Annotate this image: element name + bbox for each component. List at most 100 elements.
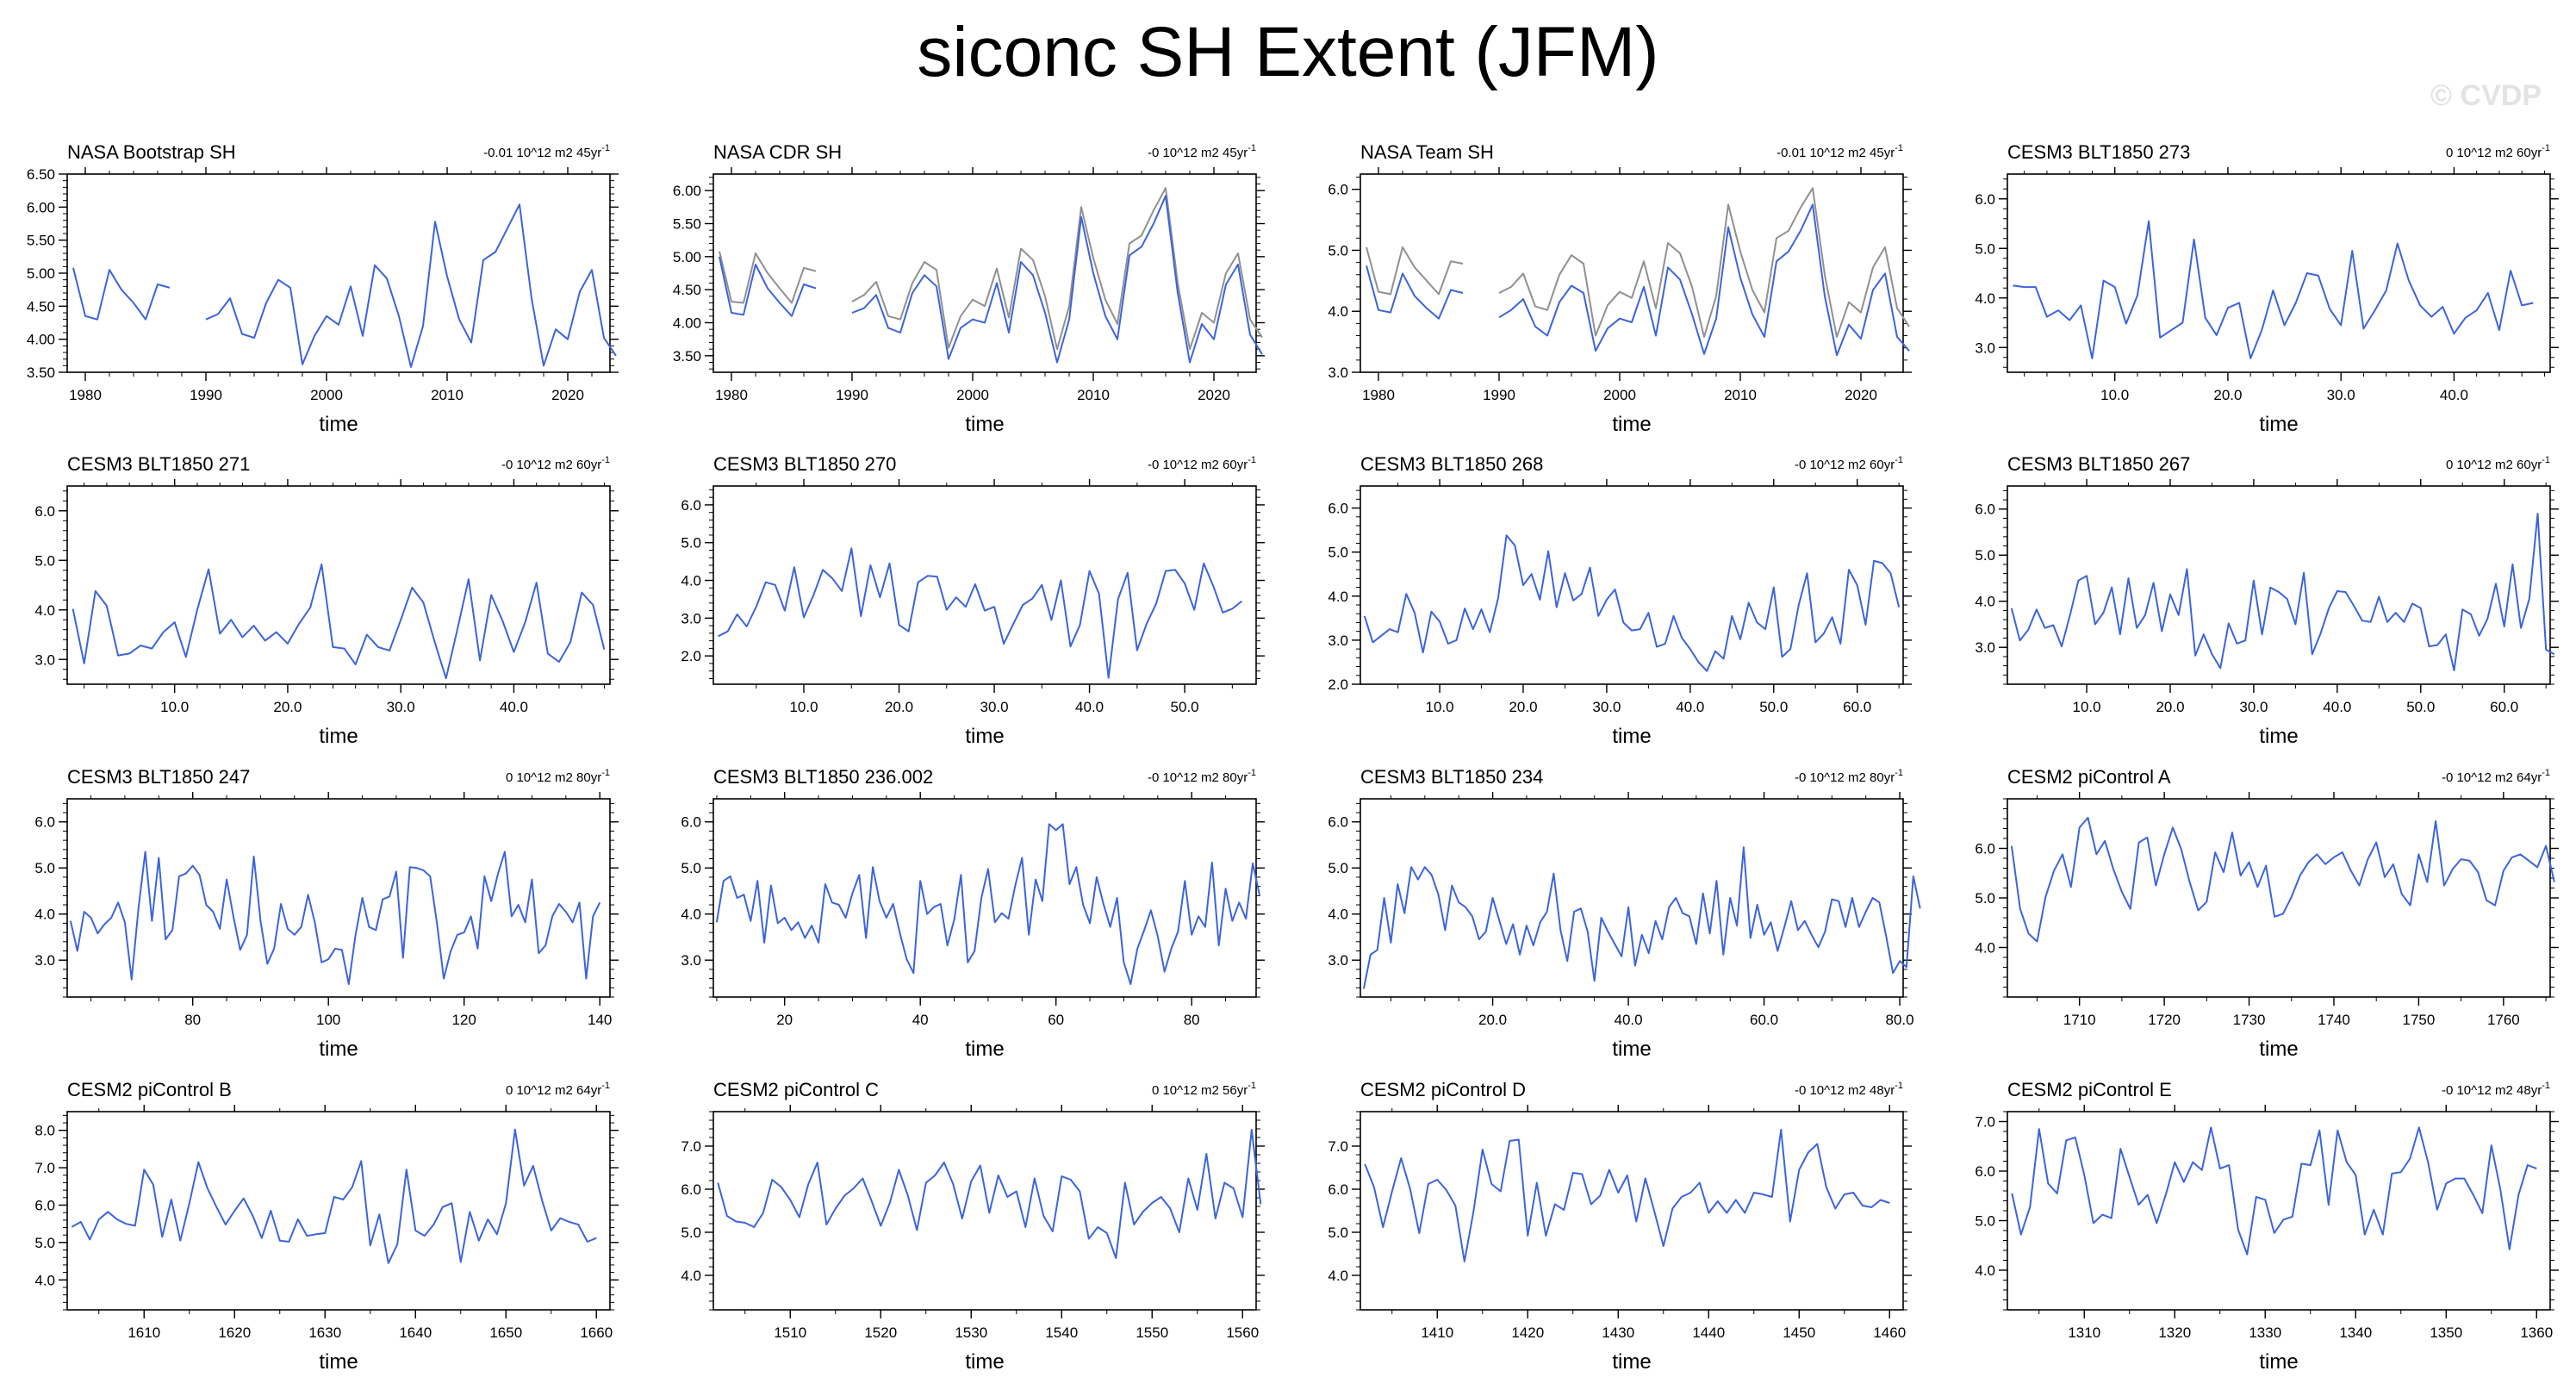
- x-tick-label: 50.0: [1759, 699, 1788, 715]
- chart-panel: CESM3 BLT1850 247 0 10^12 m2 80yr-1 3.0 4.0…: [34, 766, 619, 1061]
- series-line: [1364, 1129, 1890, 1262]
- y-tick-label: 3.0: [1328, 633, 1348, 649]
- y-tick-label: 3.0: [1328, 365, 1348, 381]
- y-tick-label: 3.0: [34, 651, 55, 668]
- y-tick-label: 3.0: [34, 952, 55, 969]
- x-tick-label: 80.0: [1886, 1012, 1914, 1028]
- y-tick-label: 6.0: [681, 814, 701, 831]
- x-tick-label: 1420: [1511, 1324, 1544, 1341]
- y-tick-label: 4.00: [673, 315, 701, 332]
- chart-panel: CESM3 BLT1850 267 0 10^12 m2 60yr-1 3.0 4.0…: [1975, 453, 2559, 748]
- trend-label: -0 10^12 m2 48yr-1: [1795, 1081, 1903, 1098]
- x-tick-label: 60: [1048, 1012, 1064, 1028]
- x-tick-label: 2020: [551, 387, 584, 403]
- y-tick-label: 5.0: [1975, 1213, 1995, 1230]
- page-title: siconc SH Extent (JFM): [917, 13, 1659, 91]
- panel-title: NASA Team SH: [1360, 141, 1494, 163]
- x-tick-label: 1340: [2339, 1324, 2372, 1341]
- panel-title: CESM3 BLT1850 273: [2007, 141, 2190, 163]
- panel-title: NASA CDR SH: [713, 141, 842, 163]
- series-line: [851, 195, 1263, 364]
- x-tick-label: 60.0: [2490, 699, 2518, 715]
- y-tick-label: 6.0: [1328, 182, 1348, 198]
- y-tick-label: 4.0: [34, 907, 55, 923]
- x-tick-label: 2000: [1603, 387, 1636, 403]
- chart-panel: CESM2 piControl E -0 10^12 m2 48yr-1 4.0 5.…: [1975, 1079, 2559, 1374]
- x-tick-label: 30.0: [980, 699, 1009, 715]
- trend-label: 0 10^12 m2 64yr-1: [506, 1081, 610, 1098]
- x-tick-label: 1980: [69, 387, 102, 403]
- trend-label: 0 10^12 m2 60yr-1: [2446, 143, 2550, 160]
- y-tick-label: 3.50: [27, 365, 55, 381]
- panel-title: CESM3 BLT1850 270: [713, 453, 896, 475]
- x-axis-label: time: [1612, 1038, 1651, 1061]
- chart-panel: NASA Team SH -0.01 10^12 m2 45yr-1 3.0 4.0 5…: [1328, 141, 1912, 436]
- x-tick-label: 1610: [128, 1324, 160, 1341]
- y-tick-label: 6.0: [1328, 501, 1348, 517]
- trend-label: 0 10^12 m2 80yr-1: [506, 768, 610, 785]
- y-tick-label: 5.0: [681, 1225, 701, 1241]
- y-tick-label: 6.0: [1975, 191, 1995, 208]
- x-tick-label: 60.0: [1843, 699, 1871, 715]
- x-tick-label: 1650: [489, 1324, 522, 1341]
- chart-panel: NASA CDR SH -0 10^12 m2 45yr-1 3.50 4.00 4.5…: [673, 141, 1265, 436]
- x-tick-label: 1980: [1362, 387, 1395, 403]
- plot-frame: [2007, 798, 2551, 998]
- y-tick-label: 4.50: [27, 298, 55, 315]
- x-tick-label: 20.0: [885, 699, 913, 715]
- panel-title: CESM3 BLT1850 271: [67, 453, 250, 475]
- chart-panel: CESM3 BLT1850 271 -0 10^12 m2 60yr-1 3.0 4.…: [34, 453, 619, 748]
- series-line: [1498, 203, 1910, 357]
- y-tick-label: 5.0: [1328, 860, 1348, 876]
- y-tick-label: 4.00: [27, 332, 55, 348]
- plot-frame: [66, 1111, 611, 1311]
- y-tick-label: 2.0: [681, 648, 701, 664]
- panel-title: NASA Bootstrap SH: [67, 141, 236, 163]
- series-line: [1363, 534, 1901, 672]
- y-tick-label: 6.00: [27, 199, 55, 215]
- y-tick-label: 6.0: [681, 497, 701, 514]
- y-tick-label: 6.0: [34, 1197, 55, 1213]
- y-tick-label: 4.50: [673, 282, 701, 298]
- x-tick-label: 1660: [580, 1324, 613, 1341]
- y-tick-label: 8.0: [34, 1123, 55, 1139]
- y-tick-label: 5.0: [681, 860, 701, 876]
- x-tick-label: 1630: [308, 1324, 341, 1341]
- panel-title: CESM3 BLT1850 247: [67, 766, 250, 788]
- x-tick-label: 40.0: [2440, 387, 2468, 403]
- y-tick-label: 6.0: [34, 503, 55, 520]
- x-tick-label: 1760: [2487, 1012, 2520, 1028]
- y-tick-label: 6.0: [1975, 502, 1995, 518]
- y-tick-label: 4.0: [1975, 940, 1995, 957]
- trend-label: -0 10^12 m2 80yr-1: [1795, 768, 1903, 785]
- x-tick-label: 1450: [1783, 1324, 1815, 1341]
- x-tick-label: 1620: [218, 1324, 251, 1341]
- x-axis-label: time: [2259, 725, 2298, 748]
- y-tick-label: 5.0: [681, 535, 701, 552]
- x-tick-label: 40: [912, 1012, 929, 1028]
- x-tick-label: 1540: [1045, 1324, 1078, 1341]
- plot-frame: [1360, 798, 1904, 998]
- plot-frame: [66, 485, 611, 685]
- chart-panel: CESM3 BLT1850 268 -0 10^12 m2 60yr-1 2.0 3.…: [1328, 453, 1912, 748]
- x-tick-label: 20.0: [273, 699, 302, 715]
- plot-frame: [712, 173, 1257, 373]
- plot-frame: [2007, 485, 2551, 685]
- panel-title: CESM2 piControl C: [713, 1079, 879, 1100]
- y-tick-label: 7.0: [1328, 1138, 1348, 1155]
- trend-label: -0 10^12 m2 60yr-1: [501, 455, 610, 472]
- trend-label: -0 10^12 m2 45yr-1: [1148, 143, 1256, 160]
- series-line: [717, 1129, 1262, 1259]
- x-tick-label: 1530: [955, 1324, 987, 1341]
- y-tick-label: 5.0: [34, 860, 55, 876]
- x-axis-label: time: [319, 413, 358, 436]
- x-tick-label: 40.0: [500, 699, 528, 715]
- y-tick-label: 6.0: [1975, 1163, 1995, 1180]
- x-tick-label: 2020: [1198, 387, 1230, 403]
- y-tick-label: 3.0: [1975, 340, 1995, 356]
- y-tick-label: 6.0: [1975, 841, 1995, 857]
- chart-panel: CESM3 BLT1850 270 -0 10^12 m2 60yr-1 2.0 3.…: [681, 453, 1265, 748]
- x-tick-label: 1550: [1136, 1324, 1168, 1341]
- x-tick-label: 2000: [310, 387, 343, 403]
